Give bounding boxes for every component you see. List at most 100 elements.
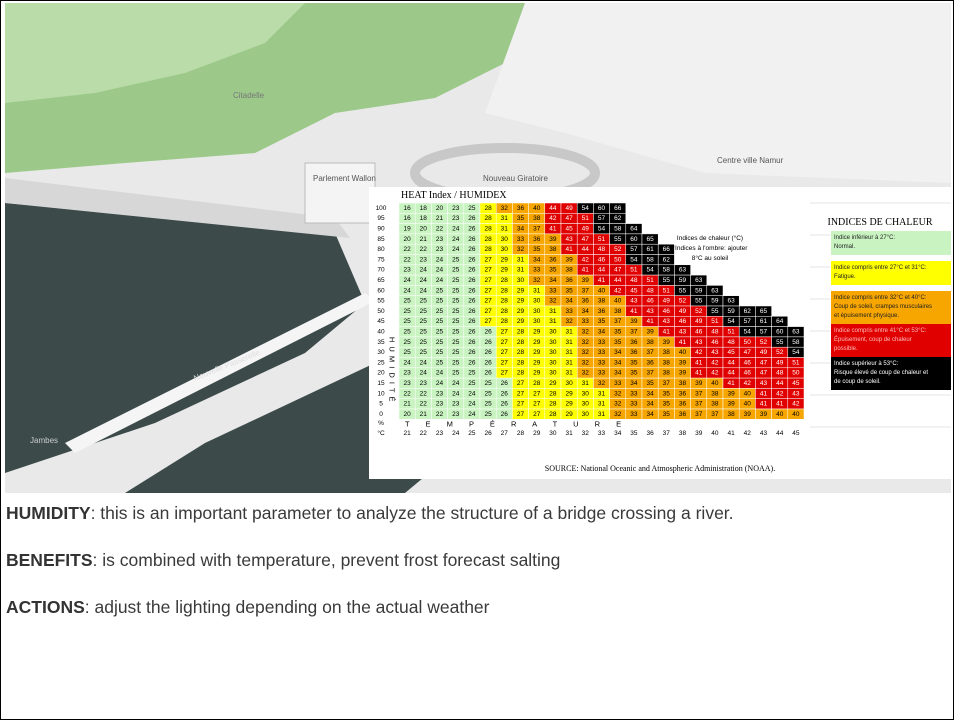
- heat-value: 61: [760, 318, 768, 325]
- heat-value: 25: [403, 308, 411, 315]
- heat-value: 25: [420, 308, 428, 315]
- heat-value: 57: [598, 215, 606, 222]
- heat-value: 30: [533, 298, 541, 305]
- heat-value: 49: [679, 308, 687, 315]
- heat-value: 32: [582, 328, 590, 335]
- heat-value: 47: [582, 236, 590, 243]
- heat-value: 63: [792, 328, 800, 335]
- temperature-label: 43: [760, 430, 768, 437]
- heat-value: 29: [565, 390, 573, 397]
- heat-value: 31: [565, 339, 573, 346]
- humidity-label: 70: [377, 267, 385, 274]
- heat-value: 28: [517, 349, 525, 356]
- heat-value: 39: [727, 390, 735, 397]
- heat-value: 28: [484, 236, 492, 243]
- heat-value: 57: [760, 328, 768, 335]
- heat-value: 40: [679, 349, 687, 356]
- heat-value: 38: [711, 390, 719, 397]
- heat-value: 27: [517, 390, 525, 397]
- heat-value: 43: [630, 298, 638, 305]
- heat-value: 23: [403, 370, 411, 377]
- heat-value: 28: [549, 401, 557, 408]
- heat-value: 23: [403, 267, 411, 274]
- heat-value: 24: [436, 267, 444, 274]
- heat-value: 45: [792, 380, 800, 387]
- heat-value: 33: [533, 267, 541, 274]
- heat-value: 36: [679, 390, 687, 397]
- temperature-label: 36: [646, 430, 654, 437]
- heat-value: 50: [744, 339, 752, 346]
- heat-value: 24: [468, 411, 476, 418]
- building: [304, 162, 376, 224]
- heat-value: 34: [582, 308, 590, 315]
- heat-value: 30: [549, 328, 557, 335]
- heat-value: 25: [452, 339, 460, 346]
- heat-value: 25: [436, 349, 444, 356]
- heat-value: 36: [630, 339, 638, 346]
- heat-value: 26: [484, 370, 492, 377]
- heat-value: 27: [501, 370, 509, 377]
- heat-value: 41: [549, 225, 557, 232]
- heat-value: 27: [533, 401, 541, 408]
- heat-value: 63: [679, 267, 687, 274]
- heat-value: 24: [420, 359, 428, 366]
- paragraph-text: : adjust the lighting depending on the a…: [84, 597, 490, 617]
- temperature-label: 31: [565, 430, 573, 437]
- heat-value: 51: [646, 277, 654, 284]
- heat-value: 39: [679, 370, 687, 377]
- heat-value: 35: [533, 246, 541, 253]
- heat-value: 42: [549, 215, 557, 222]
- heat-value: 27: [484, 298, 492, 305]
- heat-value: 24: [403, 277, 411, 284]
- heat-value: 34: [549, 277, 557, 284]
- heat-value: 31: [501, 215, 509, 222]
- heat-value: 63: [711, 287, 719, 294]
- heat-value: 38: [663, 370, 671, 377]
- heat-value: 29: [549, 380, 557, 387]
- table-title: HEAT Index / HUMIDEX: [401, 190, 507, 201]
- heat-value: 49: [760, 349, 768, 356]
- paragraph-text: : this is an important parameter to anal…: [90, 503, 734, 523]
- heat-value: 39: [565, 256, 573, 263]
- humidity-label: 80: [377, 246, 385, 253]
- heat-value: 31: [565, 370, 573, 377]
- heat-index-table: HEAT Index / HUMIDEX Indices de chaleur …: [369, 187, 951, 479]
- heat-value: 26: [468, 277, 476, 284]
- heat-value: 27: [533, 411, 541, 418]
- heat-value: 55: [711, 308, 719, 315]
- heat-value: 38: [711, 401, 719, 408]
- heat-value: 47: [760, 359, 768, 366]
- temperature-label: 38: [679, 430, 687, 437]
- heat-value: 50: [614, 256, 622, 263]
- heat-value: 34: [614, 370, 622, 377]
- heat-value: 28: [484, 205, 492, 212]
- heat-value: 27: [484, 287, 492, 294]
- heat-value: 31: [549, 318, 557, 325]
- heat-value: 46: [598, 256, 606, 263]
- temperature-label: 23: [436, 430, 444, 437]
- heat-value: 32: [614, 411, 622, 418]
- heat-value: 58: [614, 225, 622, 232]
- heat-value: 48: [727, 339, 735, 346]
- heat-value: 26: [484, 328, 492, 335]
- heat-value: 45: [565, 225, 573, 232]
- heat-value: 16: [403, 205, 411, 212]
- heat-value: 28: [501, 287, 509, 294]
- heat-value: 38: [663, 359, 671, 366]
- heat-value: 35: [663, 390, 671, 397]
- legend-swatch: [831, 357, 951, 390]
- heat-value: 33: [598, 349, 606, 356]
- scene-image: Citadelle Parlement Wallon Nouveau Girat…: [5, 3, 951, 493]
- heat-value: 46: [679, 318, 687, 325]
- heat-value: 27: [533, 390, 541, 397]
- heat-value: 22: [403, 390, 411, 397]
- heat-value: 26: [484, 359, 492, 366]
- heat-value: 24: [436, 370, 444, 377]
- heat-value: 23: [403, 380, 411, 387]
- heat-value: 24: [436, 277, 444, 284]
- river-left: [5, 203, 365, 473]
- heat-value: 60: [598, 205, 606, 212]
- heat-value: 26: [468, 359, 476, 366]
- heat-value: 62: [663, 256, 671, 263]
- heat-value: 41: [565, 246, 573, 253]
